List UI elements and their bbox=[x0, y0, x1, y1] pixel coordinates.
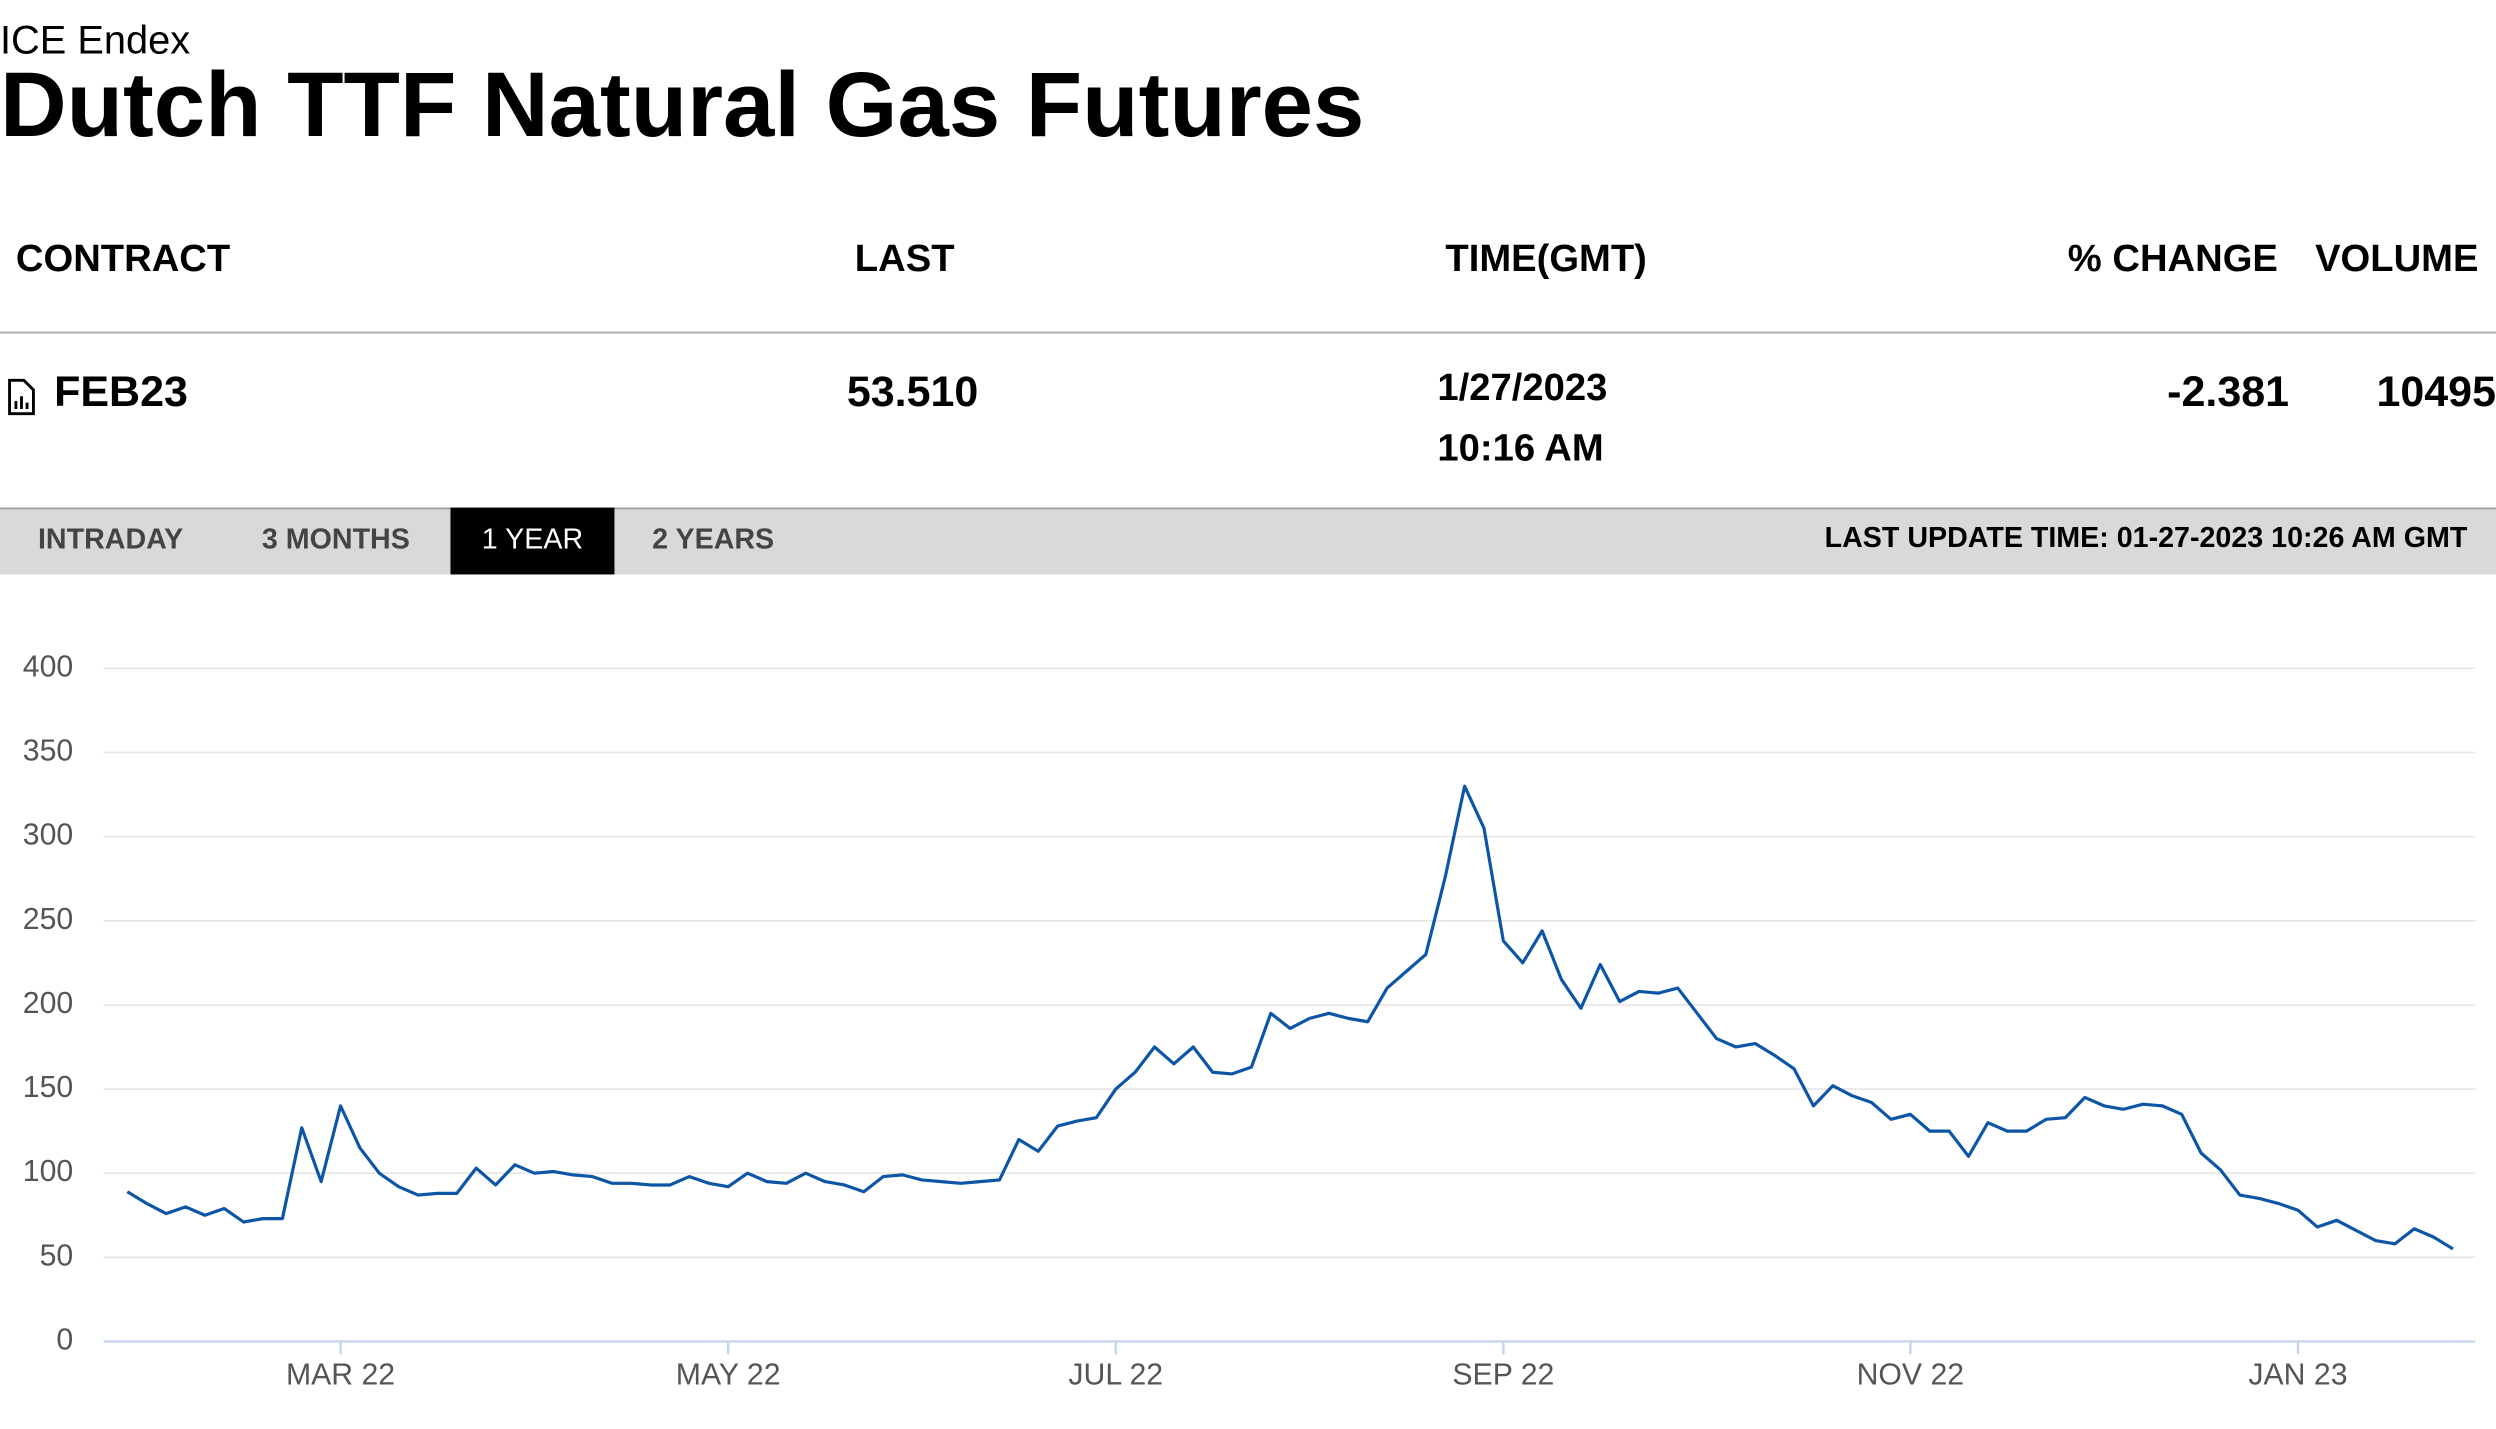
y-tick-label: 150 bbox=[23, 1071, 73, 1104]
trade-time: 10:16 AM bbox=[1437, 426, 1603, 469]
file-icon[interactable] bbox=[8, 378, 35, 416]
source: ICE Endex bbox=[0, 18, 190, 62]
column-header: % CHANGE bbox=[2068, 237, 2278, 280]
y-tick-label: 300 bbox=[23, 819, 73, 852]
trade-date: 1/27/2023 bbox=[1437, 366, 1607, 409]
column-header: TIME(GMT) bbox=[1445, 237, 1647, 280]
page-title: Dutch TTF Natural Gas Futures bbox=[0, 52, 1364, 156]
chart: 0 50 100 150 200 250 300 350 400 MAR 22 MAY 22 JUL … bbox=[23, 650, 2476, 1391]
volume: 10495 bbox=[2376, 368, 2496, 416]
x-tick-label: JUL 22 bbox=[1068, 1358, 1163, 1391]
column-header: LAST bbox=[855, 237, 955, 280]
percent-change: -2.381 bbox=[2167, 368, 2289, 416]
active-tab-bg bbox=[450, 507, 615, 575]
x-tick-label: SEP 22 bbox=[1452, 1358, 1554, 1391]
x-tick-label: JAN 23 bbox=[2248, 1358, 2347, 1391]
y-tick-label: 400 bbox=[23, 650, 73, 683]
y-tick-label: 250 bbox=[23, 903, 73, 936]
price-line bbox=[126, 784, 2454, 1251]
tab[interactable]: 2 YEARS bbox=[652, 524, 774, 556]
y-tick-label: 0 bbox=[56, 1323, 73, 1356]
column-header: VOLUME bbox=[2315, 237, 2478, 280]
last-price: 53.510 bbox=[847, 368, 978, 416]
y-tick-label: 350 bbox=[23, 734, 73, 767]
tabs: INTRADAY 3 MONTHS 1 YEAR 2 YEARS bbox=[38, 507, 774, 575]
tab[interactable]: INTRADAY bbox=[38, 524, 183, 556]
x-tick-label: MAY 22 bbox=[676, 1358, 781, 1391]
last-update: LAST UPDATE TIME: 01-27-2023 10:26 AM GM… bbox=[1825, 522, 2468, 554]
contract[interactable]: FEB23 bbox=[54, 368, 188, 416]
y-tick-label: 50 bbox=[40, 1239, 74, 1272]
y-tick-label: 200 bbox=[23, 987, 73, 1020]
x-tick-label: MAR 22 bbox=[286, 1358, 395, 1391]
tab[interactable]: 1 YEAR bbox=[482, 524, 583, 556]
column-header: CONTRACT bbox=[16, 237, 230, 280]
tab[interactable]: 3 MONTHS bbox=[262, 524, 410, 556]
x-tick-label: NOV 22 bbox=[1857, 1358, 1965, 1391]
tab-bar bbox=[0, 507, 2496, 575]
y-tick-label: 100 bbox=[23, 1155, 73, 1188]
